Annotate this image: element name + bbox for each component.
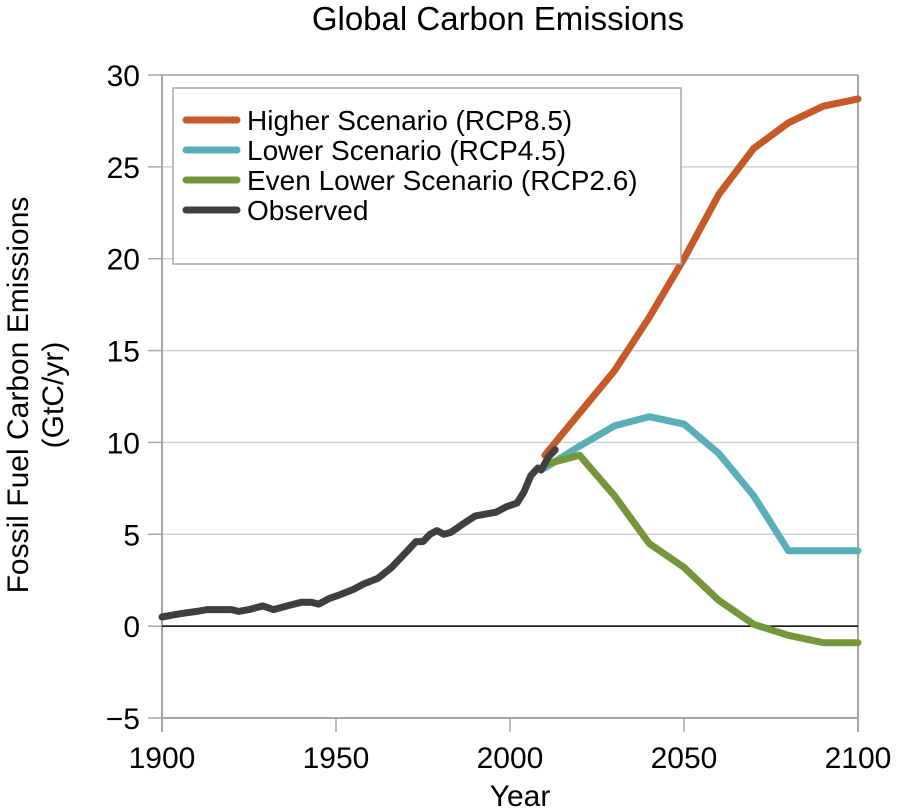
y-tick-label: 20 [107, 244, 140, 277]
y-tick-label: 25 [107, 152, 140, 185]
legend-label: Lower Scenario (RCP4.5) [247, 135, 566, 166]
x-tick-label: 1950 [303, 742, 370, 775]
y-axis-label: Fossil Fuel Carbon Emissions (GtC/yr) [2, 197, 70, 594]
legend-label: Higher Scenario (RCP8.5) [247, 105, 572, 136]
x-tick-label: 2050 [651, 742, 718, 775]
chart-title: Global Carbon Emissions [312, 0, 684, 37]
series-line-observed [158, 446, 559, 621]
y-tick-label: 5 [123, 519, 140, 552]
x-tick-label: 1900 [129, 742, 196, 775]
x-axis-ticks: 1900 1950 2000 2050 2100 [129, 718, 892, 775]
x-axis-label: Year [490, 780, 551, 811]
y-axis-ticks: −5 0 5 10 15 20 25 30 [106, 60, 162, 736]
series-line-lower-scenario-rcp4-5 [541, 413, 862, 555]
y-tick-label: 30 [107, 60, 140, 93]
series-line-higher-scenario-rcp8-5 [541, 95, 862, 459]
series-lines [158, 95, 862, 647]
series-line-even-lower-scenario-rcp2-6 [541, 451, 862, 647]
legend-label: Observed [247, 195, 368, 226]
y-tick-label: −5 [106, 703, 140, 736]
x-tick-label: 2100 [825, 742, 892, 775]
y-axis-label-line-1: Fossil Fuel Carbon Emissions [2, 197, 35, 594]
legend-box [172, 87, 682, 265]
legend: Higher Scenario (RCP8.5)Lower Scenario (… [172, 87, 682, 265]
legend-label: Even Lower Scenario (RCP2.6) [247, 165, 638, 196]
y-tick-label: 15 [107, 336, 140, 369]
y-tick-label: 0 [123, 611, 140, 644]
x-tick-label: 2000 [477, 742, 544, 775]
y-axis-label-line-2: (GtC/yr) [37, 342, 70, 449]
y-tick-label: 10 [107, 427, 140, 460]
axes [161, 74, 859, 732]
